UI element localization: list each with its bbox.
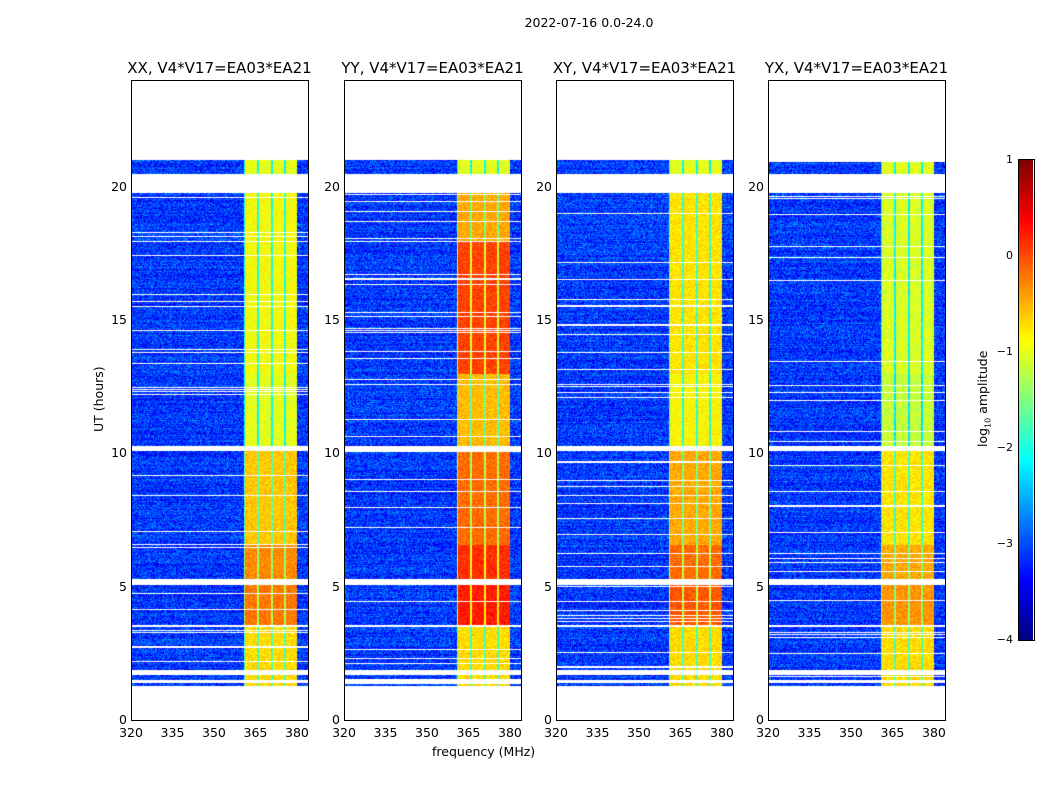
y-tick-label: 0 <box>756 712 764 727</box>
x-tick-label: 380 <box>710 725 734 740</box>
x-axis-label: frequency (MHz) <box>432 744 536 759</box>
y-tick-label: 20 <box>748 178 764 194</box>
y-tick-label: 0 <box>119 712 127 727</box>
y-tick-label: 15 <box>324 312 340 327</box>
y-tick-label: 20 <box>111 178 127 194</box>
x-tick-label: 320 <box>332 725 356 740</box>
x-tick-label: 365 <box>456 725 481 740</box>
y-tick-label: 5 <box>544 578 552 594</box>
colorbar-tick-label: −2 <box>996 441 1013 454</box>
y-tick-label: 20 <box>536 178 552 194</box>
colorbar-tick-label: −3 <box>996 537 1013 550</box>
colorbar-label: log10 amplitude <box>975 350 993 447</box>
x-tick-label: 380 <box>498 725 522 740</box>
figure-title: 2022-07-16 0.0-24.0 <box>524 15 654 30</box>
y-tick-label: 20 <box>324 178 340 194</box>
y-tick-label: 10 <box>748 445 764 461</box>
x-tick-label: 335 <box>373 725 398 740</box>
y-tick-label: 10 <box>111 445 127 461</box>
colorbar-frame <box>1018 159 1035 641</box>
x-tick-label: 335 <box>797 725 822 740</box>
x-tick-label: 350 <box>202 725 226 740</box>
x-tick-label: 320 <box>119 725 143 740</box>
y-axis-label: UT (hours) <box>91 366 106 432</box>
x-tick-label: 320 <box>756 725 780 740</box>
heatmap-panel <box>556 80 733 720</box>
x-tick-label: 320 <box>544 725 568 740</box>
x-tick-label: 365 <box>880 725 905 740</box>
y-tick-label: 5 <box>332 578 340 594</box>
y-tick-label: 5 <box>756 578 764 594</box>
colorbar <box>1019 160 1033 640</box>
colorbar-tick-label: −1 <box>996 345 1013 358</box>
colorbar-tick-label: 0 <box>1006 249 1013 262</box>
x-tick-label: 365 <box>243 725 268 740</box>
heatmap-panel <box>344 80 521 720</box>
x-tick-label: 350 <box>627 725 651 740</box>
colorbar-tick-label: −4 <box>996 633 1013 646</box>
x-tick-label: 380 <box>922 725 946 740</box>
y-tick-label: 0 <box>544 712 552 727</box>
y-tick-label: 15 <box>536 312 552 327</box>
x-tick-label: 335 <box>160 725 185 740</box>
x-tick-label: 380 <box>285 725 309 740</box>
y-tick-label: 0 <box>332 712 340 727</box>
colorbar-tick-label: 1 <box>1006 153 1013 166</box>
panel-title: XX, V4*V17=EA03*EA21 <box>127 59 312 77</box>
y-tick-label: 5 <box>119 578 127 594</box>
panel-title: XY, V4*V17=EA03*EA21 <box>552 59 737 77</box>
x-tick-label: 350 <box>415 725 439 740</box>
panel-frame <box>344 80 522 721</box>
panel-frame <box>131 80 309 721</box>
x-tick-label: 335 <box>585 725 610 740</box>
x-tick-label: 350 <box>839 725 863 740</box>
heatmap-panel <box>768 80 945 720</box>
panel-frame <box>768 80 946 721</box>
panel-title: YY, V4*V17=EA03*EA21 <box>341 59 524 77</box>
heatmap-panel <box>131 80 308 720</box>
panel-title: YX, V4*V17=EA03*EA21 <box>764 59 949 77</box>
panel-frame <box>556 80 734 721</box>
x-tick-label: 365 <box>668 725 693 740</box>
y-tick-label: 10 <box>324 445 340 461</box>
y-tick-label: 15 <box>111 312 127 327</box>
y-tick-label: 15 <box>748 312 764 327</box>
y-tick-label: 10 <box>536 445 552 461</box>
